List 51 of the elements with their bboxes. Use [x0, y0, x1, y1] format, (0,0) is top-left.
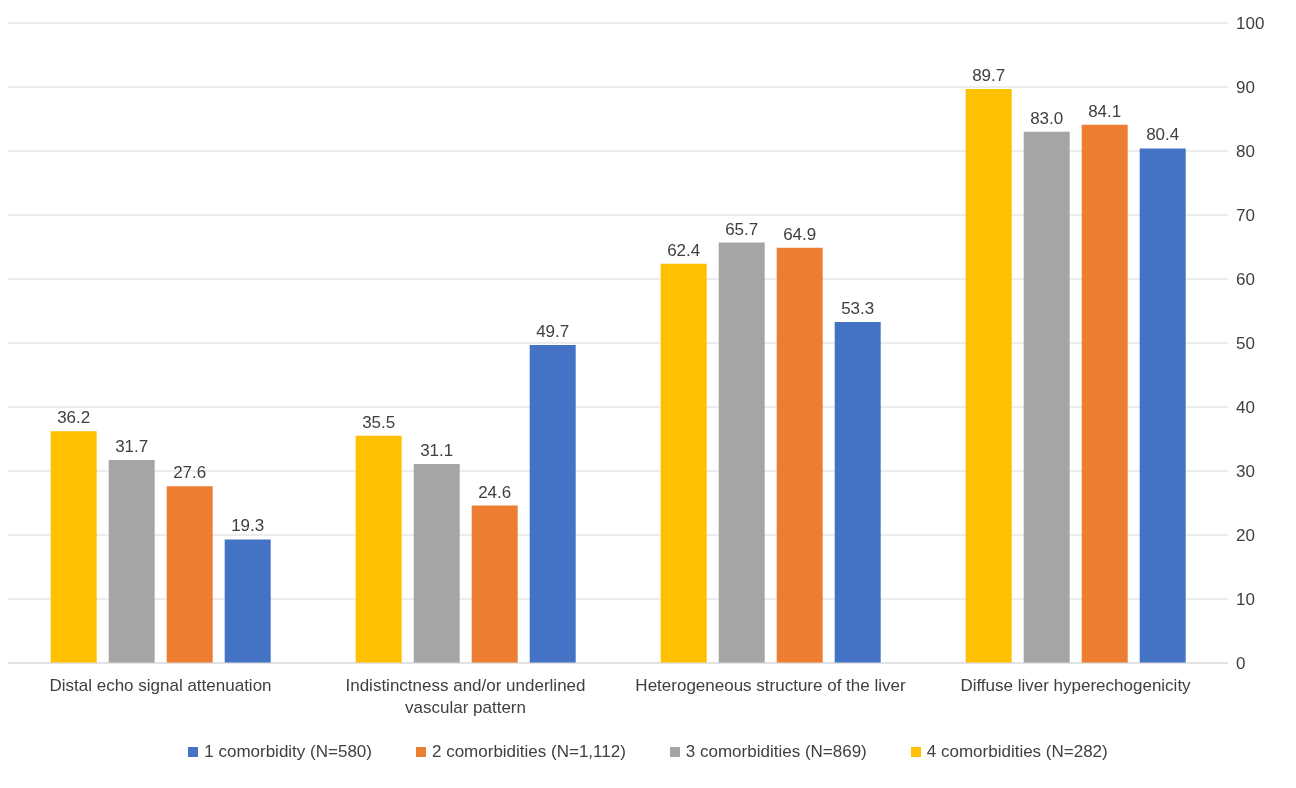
- data-label: 83.0: [1030, 108, 1064, 128]
- bar: [660, 263, 707, 663]
- y-tick-label: 90: [1236, 78, 1255, 98]
- y-tick-label: 10: [1236, 590, 1255, 610]
- legend-label: 2 comorbidities (N=1,112): [431, 742, 626, 762]
- data-label: 27.6: [173, 463, 207, 483]
- bar: [224, 539, 271, 663]
- y-tick-label: 100: [1236, 14, 1265, 34]
- x-tick-label: Diffuse liver hyperechogenicity: [960, 676, 1192, 695]
- bar: [1081, 124, 1128, 663]
- y-tick-label: 30: [1236, 462, 1255, 482]
- bar: [413, 463, 460, 663]
- y-tick-label: 70: [1236, 206, 1255, 226]
- legend-label: 4 comorbidities (N=282): [926, 742, 1108, 762]
- bar: [965, 88, 1012, 663]
- y-tick-label: 50: [1236, 334, 1255, 354]
- data-label: 24.6: [478, 482, 512, 502]
- data-label: 65.7: [725, 219, 759, 239]
- y-tick-label: 80: [1236, 142, 1255, 162]
- bar: [776, 247, 823, 663]
- data-label: 31.7: [115, 437, 149, 457]
- bar: [529, 344, 576, 663]
- bar: [166, 486, 213, 663]
- bar: [1139, 148, 1186, 663]
- y-tick-label: 40: [1236, 398, 1255, 418]
- data-label: 49.7: [536, 321, 570, 341]
- y-tick-label: 20: [1236, 526, 1255, 546]
- data-label: 19.3: [231, 516, 265, 536]
- x-tick-label: Distal echo signal attenuation: [49, 676, 272, 695]
- data-label: 31.1: [420, 440, 454, 460]
- data-label: 53.3: [841, 298, 875, 318]
- legend-label: 1 comorbidity (N=580): [204, 742, 372, 762]
- data-label: 64.9: [783, 224, 817, 244]
- x-tick-label: Heterogeneous structure of the liver: [635, 676, 906, 695]
- legend-label: 3 comorbidities (N=869): [685, 742, 867, 762]
- bar: [718, 242, 765, 663]
- bar: [834, 321, 881, 663]
- bar: [471, 505, 518, 663]
- x-tick-label: Indistinctness and/or underlined vascular pattern: [345, 676, 586, 717]
- bar: [355, 435, 402, 663]
- y-tick-label: 0: [1236, 654, 1246, 674]
- bar: [50, 431, 97, 663]
- data-label: 35.5: [362, 412, 396, 432]
- bar: [1023, 131, 1070, 663]
- data-label: 36.2: [57, 408, 91, 428]
- data-label: 89.7: [972, 65, 1006, 85]
- data-label: 80.4: [1146, 125, 1180, 145]
- y-tick-label: 60: [1236, 270, 1255, 290]
- bar: [108, 460, 155, 663]
- data-label: 84.1: [1088, 101, 1122, 121]
- data-label: 62.4: [667, 240, 701, 260]
